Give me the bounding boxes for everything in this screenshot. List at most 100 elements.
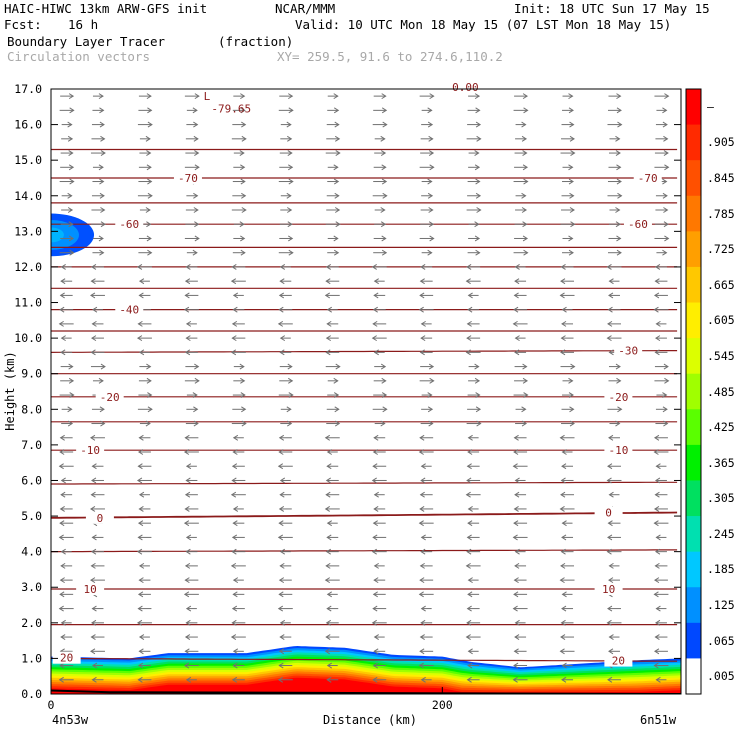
vector-head	[561, 662, 567, 669]
vector-head	[194, 93, 200, 100]
vector-head	[615, 420, 621, 427]
vector-head	[241, 135, 247, 142]
vector-head	[522, 164, 529, 171]
vector-head	[288, 178, 294, 185]
vector-head	[373, 349, 379, 356]
vector-head	[373, 491, 379, 498]
vector-head	[183, 662, 190, 669]
vector-head	[514, 548, 520, 555]
vector-head	[382, 406, 388, 413]
vector-head	[467, 648, 473, 655]
vector-head	[326, 605, 332, 612]
vector-head	[231, 619, 237, 626]
terrain-line	[51, 689, 681, 694]
vector-head	[91, 605, 97, 612]
vector-head	[654, 477, 661, 484]
vector-head	[240, 249, 246, 256]
vector-head	[475, 392, 481, 398]
vector-head	[278, 292, 285, 299]
vector-head	[476, 420, 482, 427]
y-axis-title: Height (km)	[3, 351, 17, 430]
vector-head	[324, 577, 331, 584]
vector-head	[288, 93, 294, 100]
vector-head	[277, 534, 284, 541]
vector-head	[287, 135, 293, 142]
y-tick-label: 9.0	[21, 367, 42, 381]
vector-head	[512, 605, 518, 612]
colorbar-swatch	[686, 302, 701, 339]
vector-head	[615, 207, 621, 213]
vector-head	[654, 335, 661, 342]
vector-head	[279, 335, 286, 342]
contour-label-bg	[76, 444, 105, 457]
vector-head	[183, 306, 190, 313]
vector-head	[231, 335, 237, 342]
vector-head	[371, 619, 377, 626]
vector-head	[286, 406, 292, 413]
y-tick-label: 15.0	[14, 153, 42, 167]
vector-head	[513, 648, 519, 655]
vector-head	[514, 619, 520, 626]
vector-head	[59, 506, 65, 512]
vector-head	[569, 121, 575, 128]
vector-head	[185, 264, 191, 270]
vector-head	[615, 135, 621, 142]
vector-head	[324, 434, 331, 441]
vector-head	[371, 548, 377, 555]
vector-head	[514, 562, 520, 569]
vector-head	[184, 434, 190, 441]
contour-label-bg	[614, 344, 643, 357]
y-tick-label: 10.0	[14, 331, 42, 345]
vector-head	[231, 534, 238, 541]
vector-head	[91, 264, 97, 270]
colorbar-label: .905	[707, 135, 735, 150]
vector-head	[466, 320, 472, 327]
vector-head	[653, 520, 659, 527]
y-tick-label: 1.0	[21, 651, 42, 665]
vector-head	[99, 107, 105, 114]
contour-label: 20	[612, 655, 625, 668]
vector-head	[324, 648, 331, 655]
vector-head	[326, 449, 333, 455]
vector-head	[606, 477, 612, 484]
colorbar-label: .665	[707, 277, 735, 292]
vector-head	[325, 264, 332, 270]
vector-head	[231, 320, 238, 327]
colorbar-swatch	[686, 266, 701, 304]
tracer-blob-core	[51, 219, 79, 250]
vector-head	[287, 207, 293, 213]
fcst-label: Fcst:	[4, 17, 42, 32]
vector-head	[465, 278, 471, 285]
vector-head	[58, 463, 64, 470]
contour-line	[51, 481, 678, 485]
vector-head	[193, 207, 199, 213]
vector-head	[513, 662, 519, 669]
vector-head	[194, 150, 200, 156]
vector-head	[193, 121, 199, 128]
vector-head	[373, 506, 379, 512]
vector-head	[513, 292, 519, 299]
vector-head	[288, 392, 294, 398]
contour-label-bg	[95, 390, 124, 403]
vector-head	[514, 634, 520, 640]
contour-label-bg	[76, 583, 105, 596]
vector-head	[653, 434, 660, 441]
vector-head	[654, 562, 660, 569]
vector-head	[100, 420, 106, 427]
annotation-text: L	[204, 90, 211, 103]
vector-head	[60, 491, 66, 498]
vector-head	[230, 562, 237, 569]
vector-head	[381, 249, 388, 256]
colorbar-swatch	[686, 658, 701, 695]
vector-head	[138, 634, 145, 640]
vector-head	[513, 577, 519, 584]
vector-head	[279, 278, 285, 285]
vector-head	[655, 605, 661, 612]
vector-head	[100, 150, 106, 156]
vector-head	[325, 335, 332, 342]
vector-head	[663, 221, 669, 228]
vector-head	[184, 562, 191, 569]
vector-head	[60, 548, 66, 555]
vector-head	[90, 562, 96, 569]
vector-head	[240, 164, 246, 171]
